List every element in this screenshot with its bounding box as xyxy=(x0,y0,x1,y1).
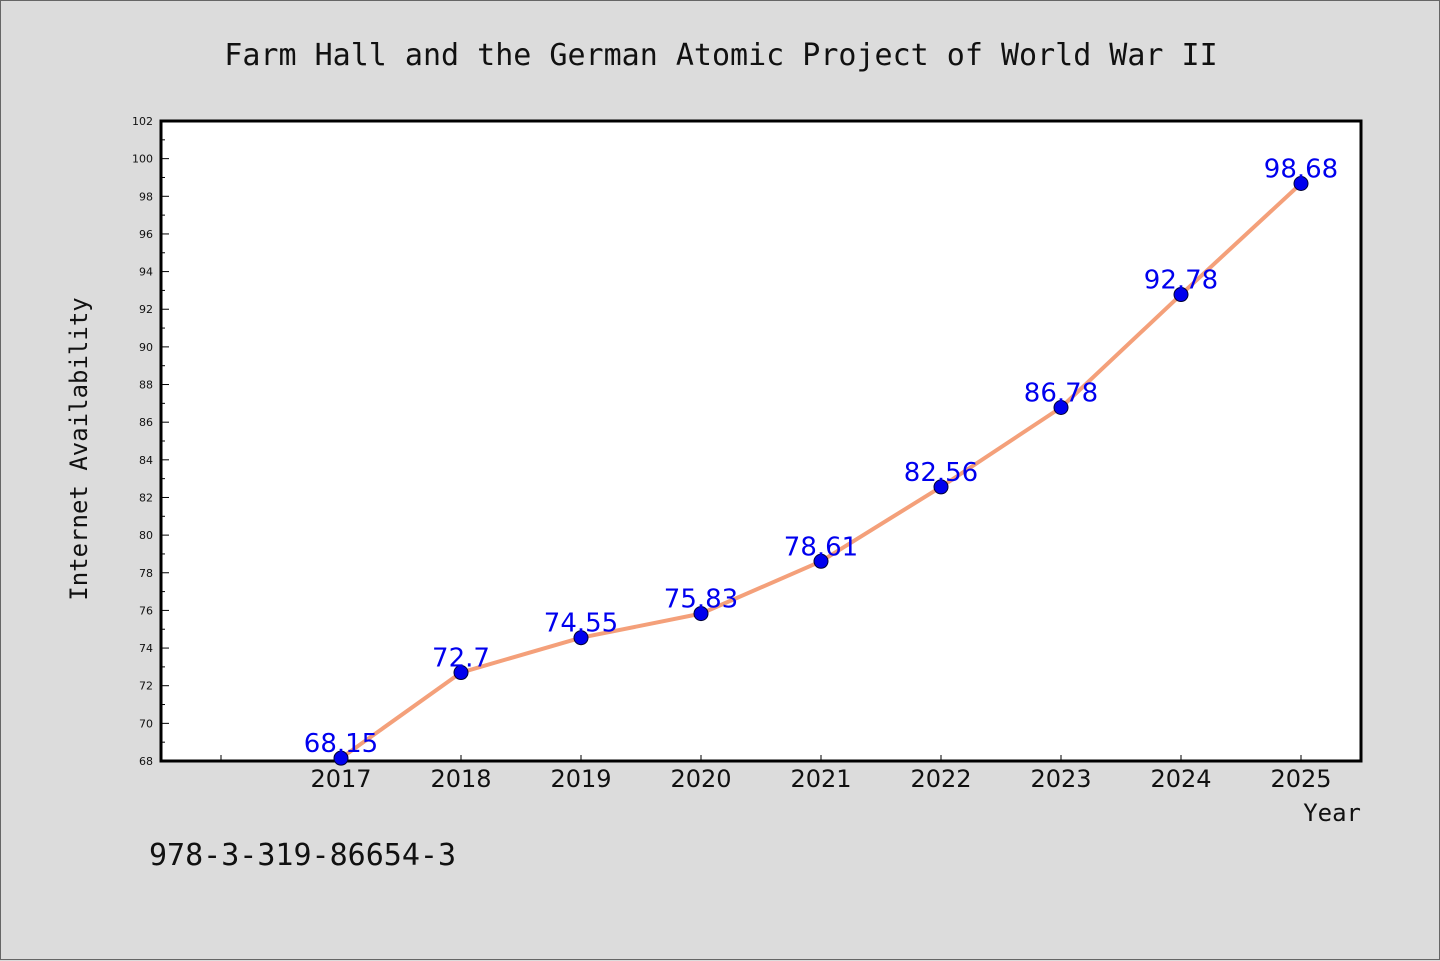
data-point xyxy=(1293,175,1309,191)
data-point xyxy=(453,665,469,681)
x-tick-label: 2024 xyxy=(1150,765,1211,793)
isbn-text: 978-3-319-86654-3 xyxy=(149,838,456,873)
plot-area xyxy=(159,119,1363,763)
data-label: 98.68 xyxy=(1264,154,1338,184)
data-label: 92.78 xyxy=(1144,266,1218,296)
data-point xyxy=(813,553,829,569)
x-tick-label: 2020 xyxy=(670,765,731,793)
y-tick-label: 100 xyxy=(132,153,153,166)
data-label: 68.15 xyxy=(304,729,378,759)
ticks-layer: 68 70 72 74 76 78 80 82 84 86 88 90 92 94 96 98 100 102 20… xyxy=(132,115,1332,793)
series-layer xyxy=(333,175,1309,766)
y-tick-label: 68 xyxy=(139,755,153,768)
y-tick-label: 72 xyxy=(139,680,153,693)
data-label: 72.7 xyxy=(432,644,490,674)
y-tick-label: 94 xyxy=(139,266,153,279)
data-point xyxy=(693,606,709,622)
x-tick-label: 2023 xyxy=(1030,765,1091,793)
y-tick-label: 96 xyxy=(139,228,153,241)
y-tick-label: 84 xyxy=(139,454,153,467)
y-tick-label: 74 xyxy=(139,642,153,655)
y-tick-label: 88 xyxy=(139,379,153,392)
data-label: 78.61 xyxy=(784,532,858,562)
x-tick-label: 2018 xyxy=(430,765,491,793)
y-tick-label: 80 xyxy=(139,529,153,542)
data-label: 75.83 xyxy=(664,585,738,615)
data-point xyxy=(1053,399,1069,415)
data-point xyxy=(333,750,349,766)
data-label: 82.56 xyxy=(904,458,978,488)
data-point xyxy=(933,479,949,495)
x-tick-label: 2021 xyxy=(790,765,851,793)
y-tick-label: 86 xyxy=(139,416,153,429)
y-axis-label: Internet Availability xyxy=(65,297,93,600)
x-axis-label: Year xyxy=(1303,799,1361,827)
x-tick-label: 2022 xyxy=(910,765,971,793)
data-label: 86.78 xyxy=(1024,378,1098,408)
labels-layer: 68.15 72.7 74.55 75.83 78.61 82.56 86.78 92.78 9… xyxy=(304,154,1338,759)
y-tick-label: 102 xyxy=(132,115,153,128)
y-tick-label: 82 xyxy=(139,491,153,504)
x-tick-label: 2019 xyxy=(550,765,611,793)
y-tick-label: 90 xyxy=(139,341,153,354)
y-tick-label: 70 xyxy=(139,717,153,730)
x-tick-label: 2025 xyxy=(1270,765,1331,793)
y-tick-label: 98 xyxy=(139,190,153,203)
x-tick-label: 2017 xyxy=(310,765,371,793)
y-tick-label: 76 xyxy=(139,604,153,617)
y-tick-label: 78 xyxy=(139,567,153,580)
y-tick-label: 92 xyxy=(139,303,153,316)
data-point xyxy=(573,630,589,646)
data-label: 74.55 xyxy=(544,609,618,639)
data-point xyxy=(1173,287,1189,303)
chart-title: Farm Hall and the German Atomic Project … xyxy=(224,38,1217,73)
